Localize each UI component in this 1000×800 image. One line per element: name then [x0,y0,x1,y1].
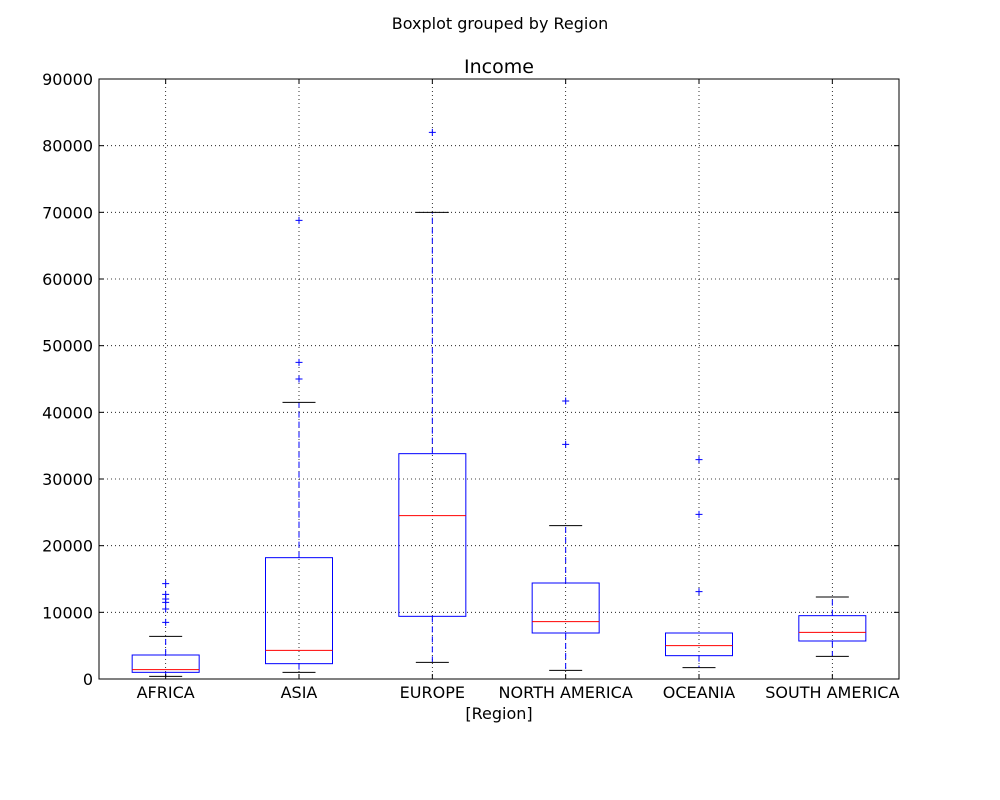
outlier-point [695,510,703,518]
outlier-point [162,580,170,588]
x-tick-label: ASIA [281,683,318,702]
y-tick-label: 0 [83,670,93,689]
outlier-point [295,216,303,224]
outlier-point [562,397,570,405]
figure-suptitle: Boxplot grouped by Region [391,14,609,33]
outlier-point [695,588,703,596]
iqr-box [798,615,867,642]
iqr-box [531,582,600,634]
y-tick-label: 20000 [42,537,93,556]
x-tick-label: EUROPE [400,683,465,702]
y-tick-label: 40000 [42,403,93,422]
iqr-box [665,632,733,657]
outlier-point [162,590,170,598]
y-tick-label: 80000 [42,137,93,156]
box-group [398,128,467,663]
y-tick-label: 50000 [42,337,93,356]
box-group [798,596,867,657]
grid-layer [99,79,899,679]
y-tick-label: 70000 [42,203,93,222]
box-group [531,397,600,671]
chart-title: Income [464,56,534,78]
iqr-box [265,557,333,665]
box-layer [131,128,867,677]
x-tick-label: NORTH AMERICA [499,683,633,702]
x-tick-label: AFRICA [137,683,195,702]
outlier-point [428,128,436,136]
y-tick-label: 30000 [42,470,93,489]
iqr-box [131,654,200,673]
x-tick-label: OCEANIA [663,683,736,702]
x-axis-label: [Region] [465,704,532,723]
iqr-box [398,453,467,617]
plot-frame [98,78,900,680]
outlier-point [295,375,303,383]
y-tick-label: 90000 [42,70,93,89]
tick-layer: 0 10000 20000 30000 40000 50000 60000 70000 8000… [42,70,899,702]
y-tick-label: 10000 [42,603,93,622]
x-tick-label: SOUTH AMERICA [765,683,899,702]
box-group [665,456,733,669]
outlier-point [162,605,170,613]
outlier-point [162,618,170,626]
outlier-point [695,456,703,464]
outlier-point [295,358,303,366]
box-group [131,580,200,677]
outlier-point [562,440,570,448]
y-tick-label: 60000 [42,270,93,289]
box-group [265,216,333,673]
